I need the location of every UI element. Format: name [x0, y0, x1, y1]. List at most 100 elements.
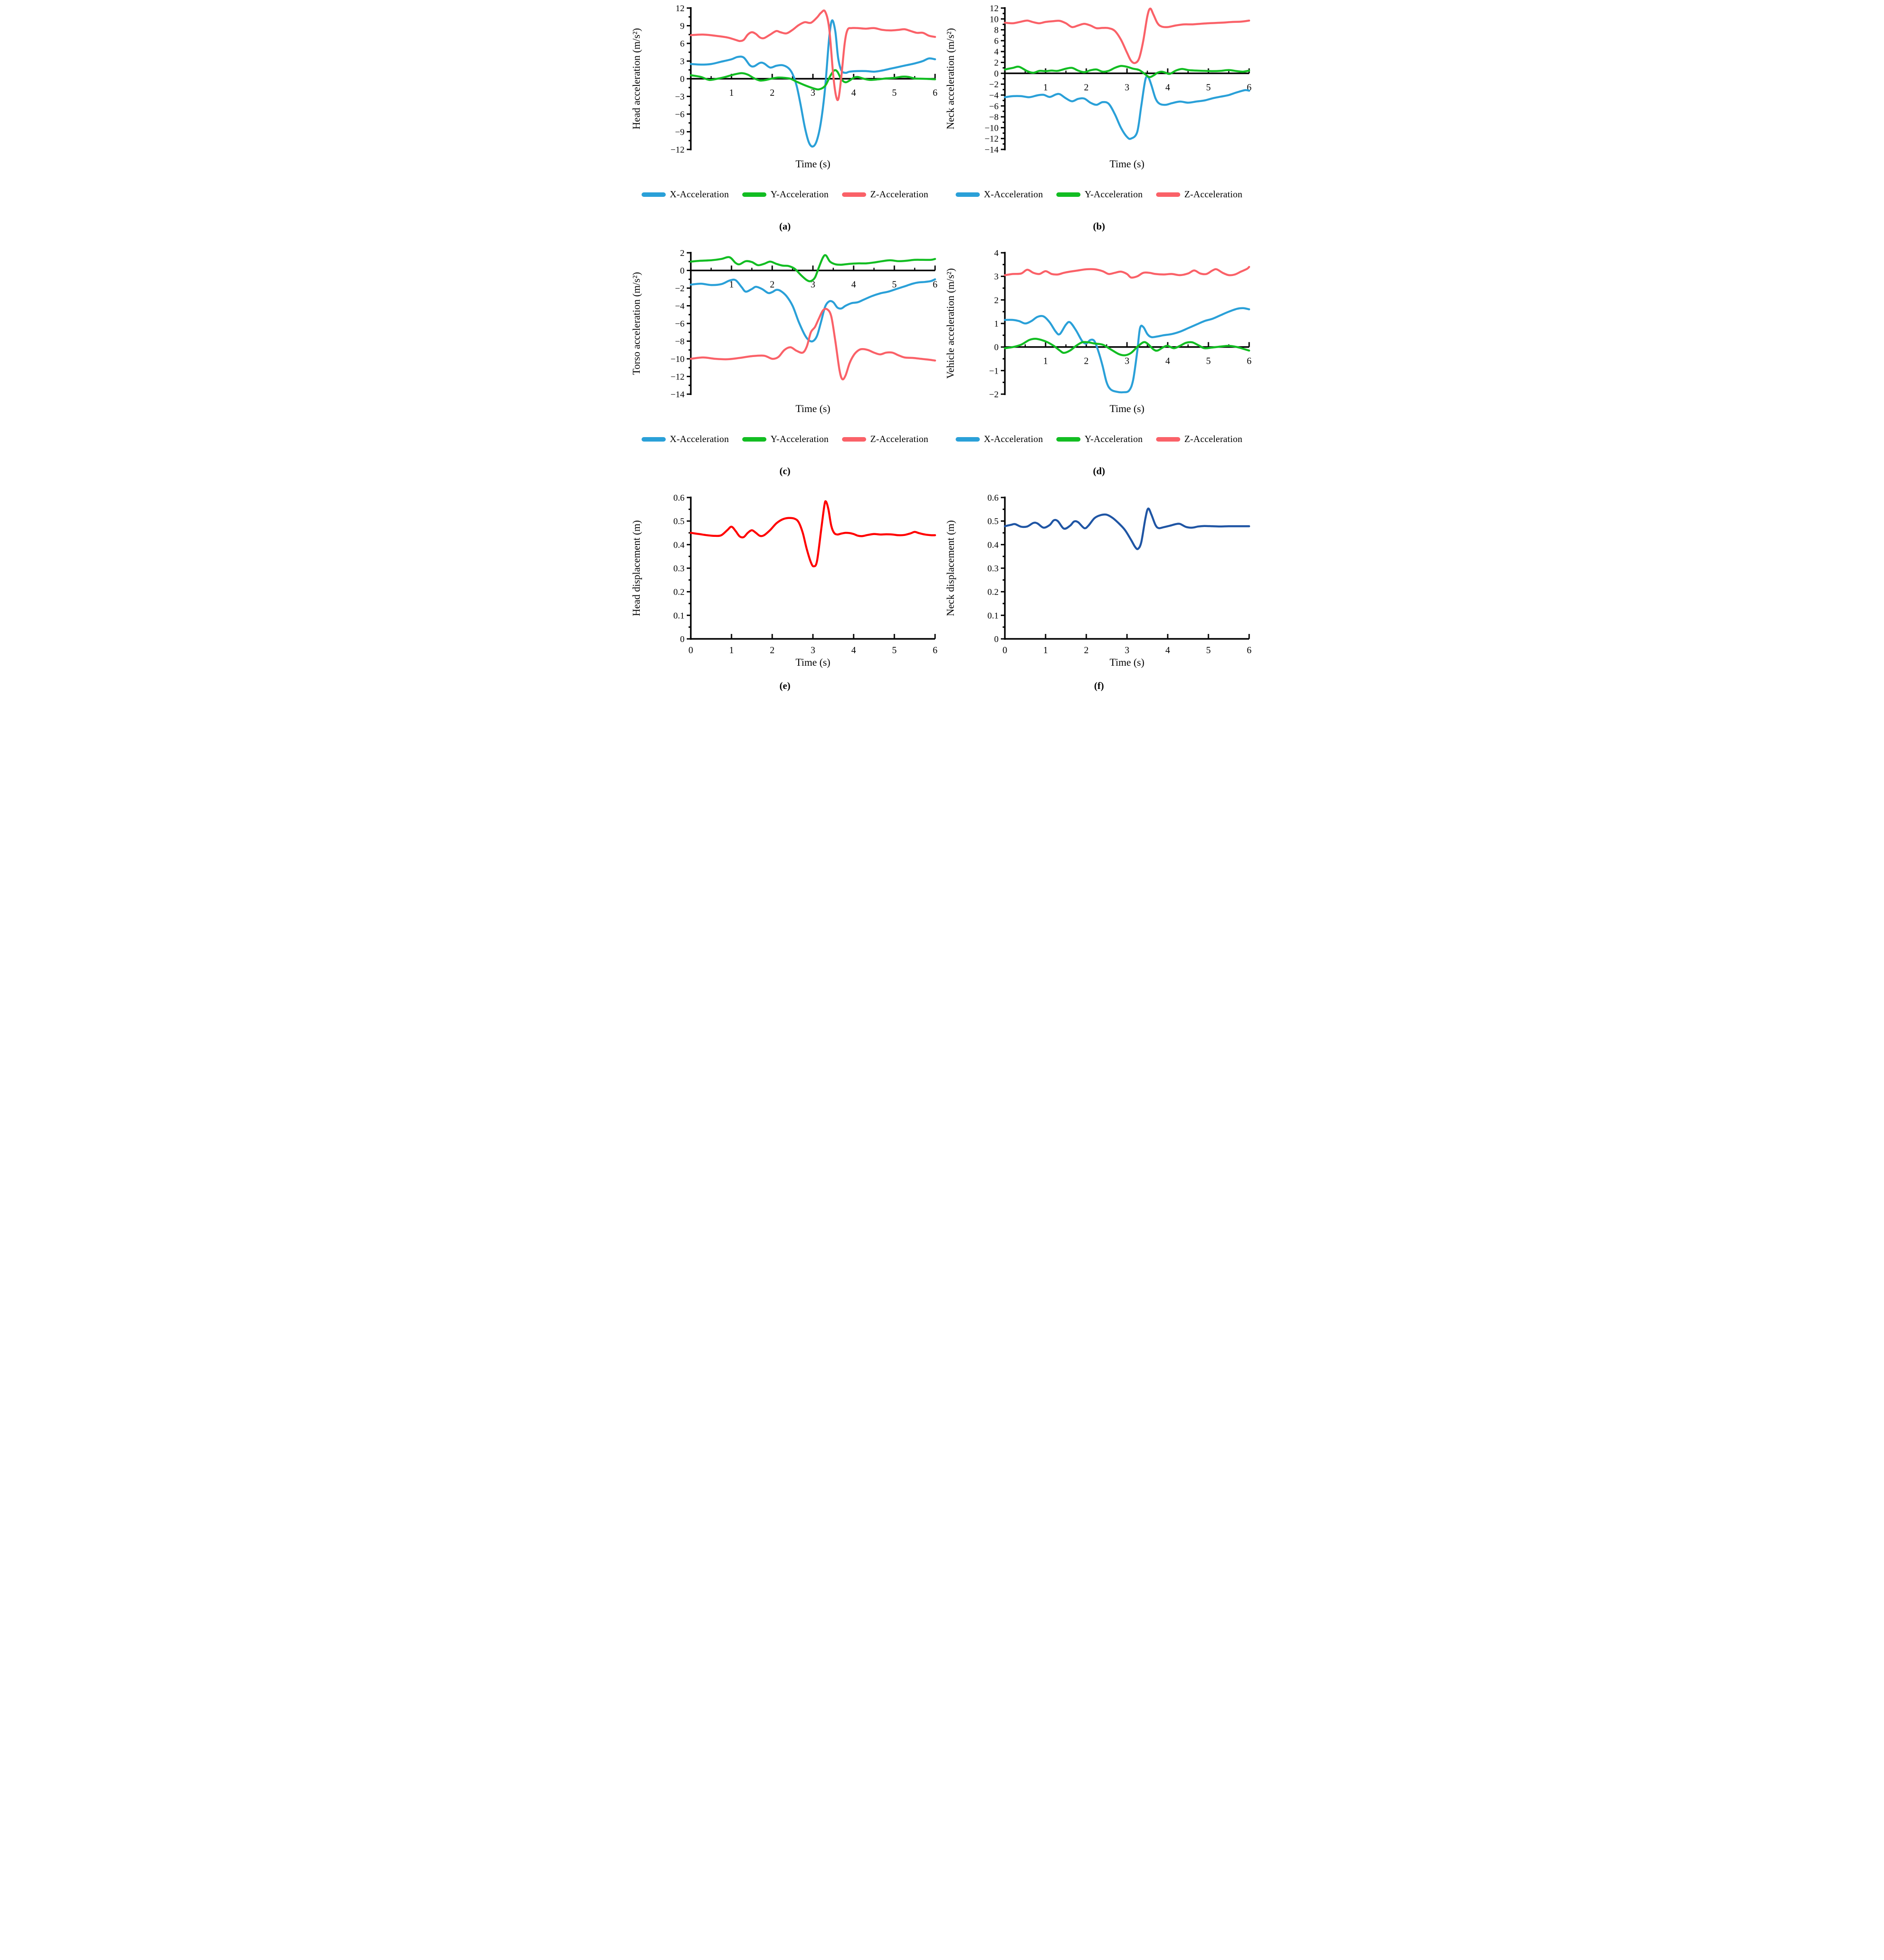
- legend-item-x-acceleration: X-Acceleration: [955, 434, 1043, 445]
- x-axis-title: Time (s): [795, 403, 830, 414]
- svg-text:1: 1: [729, 87, 734, 98]
- figure-grid: −12 −9 −6 −3 0 3 6 9 12 1 2 3 4 5 6 Head acceleration (…: [628, 0, 1256, 701]
- z-acceleration-key-icon: [1156, 437, 1181, 442]
- svg-text:2: 2: [680, 248, 685, 258]
- axes: 0 0.1 0.2 0.3 0.4 0.5 0.6 0 1 2 3 4 5 6: [987, 493, 1251, 655]
- y-axis-title: Neck displacement (m): [945, 520, 956, 616]
- svg-text:8: 8: [994, 26, 999, 35]
- z-acceleration-key-icon: [842, 192, 867, 197]
- series-head_disp-line: [689, 500, 936, 568]
- svg-text:−8: −8: [675, 337, 684, 347]
- svg-text:4: 4: [851, 87, 856, 98]
- svg-text:1: 1: [729, 645, 734, 655]
- svg-text:−14: −14: [984, 145, 998, 155]
- panel-c: −14 −12 −10 −8 −6 −4 −2 0 2 1 2 3 4 5 6 Torso accelerat…: [628, 247, 942, 491]
- legend-label-z: Z-Acceleration: [870, 189, 929, 200]
- legend-label-y: Y-Acceleration: [1084, 189, 1143, 200]
- svg-text:−6: −6: [989, 102, 998, 111]
- svg-text:0.4: 0.4: [987, 540, 999, 550]
- legend-label-y: Y-Acceleration: [1084, 434, 1143, 444]
- svg-text:−10: −10: [984, 123, 998, 133]
- axes: 0 0.1 0.2 0.3 0.4 0.5 0.6 0 1 2 3 4 5 6: [673, 493, 937, 655]
- legend-label-x: X-Acceleration: [983, 189, 1043, 200]
- legend-b: X-Acceleration Y-Acceleration Z-Accelera…: [942, 189, 1256, 200]
- panel-d: −2 −1 0 1 2 3 4 1 2 3 4 5 6 Vehicle acceleration (m/s…: [942, 247, 1256, 491]
- legend-item-x-acceleration: X-Acceleration: [955, 189, 1043, 200]
- legend-item-y-acceleration: Y-Acceleration: [1056, 434, 1143, 445]
- svg-text:0.3: 0.3: [673, 564, 685, 574]
- panel-e: 0 0.1 0.2 0.3 0.4 0.5 0.6 0 1 2 3 4 5 6 Head displacem…: [628, 491, 942, 701]
- svg-text:−4: −4: [989, 90, 998, 100]
- chart-d-vehicle-acceleration: −2 −1 0 1 2 3 4 1 2 3 4 5 6 Vehicle acceleration (m/s…: [945, 248, 1251, 414]
- caption-d: (d): [1093, 465, 1105, 476]
- y-axis-title: Head acceleration (m/s²): [631, 28, 642, 130]
- svg-text:0.2: 0.2: [987, 587, 999, 597]
- svg-text:−9: −9: [675, 128, 684, 137]
- svg-text:1: 1: [1043, 356, 1048, 366]
- svg-text:2: 2: [770, 279, 774, 290]
- chart-e-head-displacement: 0 0.1 0.2 0.3 0.4 0.5 0.6 0 1 2 3 4 5 6 Head displacem…: [631, 493, 937, 668]
- series-x_accel-line: [689, 19, 936, 148]
- series-y_accel-line: [689, 254, 936, 282]
- chart-f-neck-displacement: 0 0.1 0.2 0.3 0.4 0.5 0.6 0 1 2 3 4 5 6 Neck displacem…: [945, 493, 1251, 668]
- svg-text:0.6: 0.6: [987, 493, 999, 503]
- svg-text:0.6: 0.6: [673, 493, 685, 503]
- svg-text:−4: −4: [675, 302, 684, 311]
- svg-text:6: 6: [932, 645, 937, 655]
- svg-text:5: 5: [892, 645, 897, 655]
- legend-label-z: Z-Acceleration: [870, 434, 929, 444]
- svg-text:6: 6: [994, 36, 999, 46]
- y-axis-title: Neck acceleration (m/s²): [945, 28, 956, 130]
- svg-text:4: 4: [994, 47, 999, 57]
- legend-label-x: X-Acceleration: [669, 434, 729, 444]
- svg-text:2: 2: [1084, 82, 1089, 93]
- svg-text:3: 3: [680, 57, 685, 67]
- legend-d: X-Acceleration Y-Acceleration Z-Accelera…: [942, 434, 1256, 445]
- panel-b: −14 −12 −10 −8 −6 −4 −2 0 2 4 6 8 10 12 1 2 3 4 5 6 Neck acc…: [942, 2, 1256, 247]
- svg-text:−8: −8: [989, 112, 998, 122]
- x-acceleration-key-icon: [955, 192, 980, 197]
- svg-text:0.2: 0.2: [673, 587, 685, 597]
- svg-text:0.4: 0.4: [673, 540, 685, 550]
- svg-text:−12: −12: [670, 145, 684, 155]
- svg-text:−2: −2: [989, 390, 998, 400]
- svg-text:2: 2: [770, 645, 774, 655]
- caption-b: (b): [1093, 221, 1105, 232]
- svg-text:−6: −6: [675, 110, 684, 119]
- y-acceleration-key-icon: [742, 437, 767, 442]
- legend-item-x-acceleration: X-Acceleration: [641, 434, 729, 445]
- svg-text:0: 0: [688, 645, 693, 655]
- legend-label-z: Z-Acceleration: [1184, 434, 1243, 444]
- x-axis-title: Time (s): [1110, 158, 1144, 170]
- x-axis-title: Time (s): [795, 158, 830, 170]
- svg-text:9: 9: [680, 21, 685, 31]
- svg-text:2: 2: [1084, 356, 1089, 366]
- series-y_accel-line: [689, 69, 936, 91]
- legend-label-y: Y-Acceleration: [770, 434, 829, 444]
- legend-a: X-Acceleration Y-Acceleration Z-Accelera…: [628, 189, 942, 200]
- svg-text:−2: −2: [675, 284, 684, 293]
- svg-text:3: 3: [810, 279, 815, 290]
- svg-text:2: 2: [994, 295, 999, 305]
- svg-text:5: 5: [1206, 645, 1211, 655]
- svg-text:0: 0: [680, 266, 685, 276]
- svg-text:10: 10: [990, 14, 999, 24]
- svg-text:0: 0: [994, 634, 999, 644]
- x-axis-title: Time (s): [795, 657, 830, 668]
- y-acceleration-key-icon: [742, 192, 767, 197]
- svg-text:3: 3: [1124, 82, 1129, 93]
- svg-text:0.5: 0.5: [987, 517, 999, 527]
- svg-text:3: 3: [1124, 356, 1129, 366]
- svg-text:0: 0: [680, 634, 685, 644]
- axes: −2 −1 0 1 2 3 4 1 2 3 4 5 6: [989, 248, 1251, 400]
- svg-text:5: 5: [1206, 82, 1211, 93]
- svg-text:0: 0: [1002, 645, 1007, 655]
- legend-item-z-acceleration: Z-Acceleration: [842, 434, 928, 445]
- legend-item-z-acceleration: Z-Acceleration: [842, 189, 928, 200]
- series-x_accel-line: [1004, 75, 1250, 140]
- svg-text:12: 12: [990, 4, 999, 13]
- svg-text:6: 6: [1246, 645, 1251, 655]
- svg-text:3: 3: [1124, 645, 1129, 655]
